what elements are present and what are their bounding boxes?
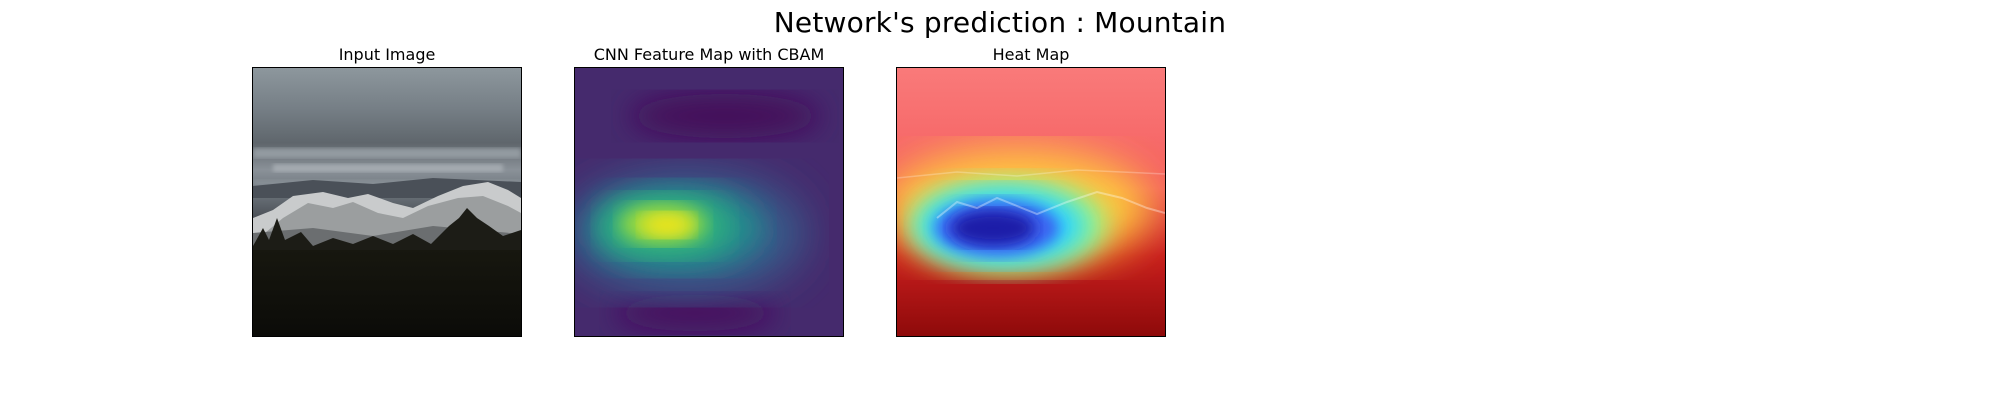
- heat-map-panel: Heat Map: [896, 44, 1166, 337]
- heat-map-image: [896, 67, 1166, 337]
- figure-suptitle: Network's prediction : Mountain: [773, 6, 1227, 39]
- feature-map-panel: CNN Feature Map with CBAM: [574, 44, 844, 337]
- input-image: [252, 67, 522, 337]
- input-image-panel: Input Image: [252, 44, 522, 337]
- input-image-title: Input Image: [338, 45, 436, 64]
- heat-map-title: Heat Map: [992, 45, 1070, 64]
- feature-map-title: CNN Feature Map with CBAM: [593, 45, 825, 64]
- feature-map-image: [574, 67, 844, 337]
